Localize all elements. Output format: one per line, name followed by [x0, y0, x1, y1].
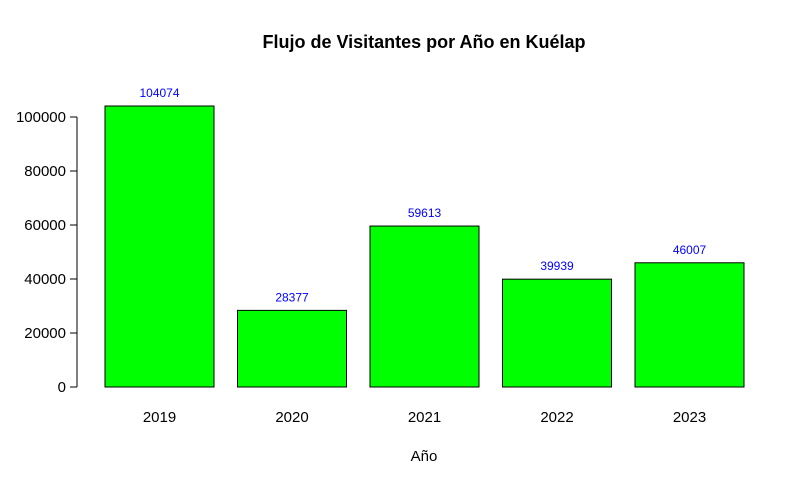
x-axis-label: Año — [411, 448, 438, 465]
bars-group — [104, 105, 745, 388]
bar-2022 — [502, 278, 612, 388]
y-tick-label-80000: 80000 — [24, 163, 66, 180]
data-labels-group: 104074 28377 59613 39939 46007 — [139, 86, 706, 304]
chart-title: Flujo de Visitantes por Año en Kuélap — [262, 32, 585, 52]
x-tick-label-2020: 2020 — [275, 409, 308, 426]
data-label-2021: 59613 — [408, 206, 442, 220]
x-tick-label-2022: 2022 — [540, 409, 573, 426]
data-label-2019: 104074 — [139, 86, 179, 100]
x-tick-label-2023: 2023 — [673, 409, 706, 426]
y-axis: 0 20000 40000 60000 80000 100000 — [16, 109, 78, 396]
bar-2019 — [104, 105, 215, 388]
bar-2021 — [369, 225, 480, 388]
y-tick-label-60000: 60000 — [24, 217, 66, 234]
data-label-2023: 46007 — [673, 243, 707, 257]
bar-2023 — [634, 262, 745, 388]
data-label-2022: 39939 — [540, 259, 574, 273]
data-label-2020: 28377 — [275, 290, 309, 304]
x-axis-tick-labels: 2019 2020 2021 2022 2023 — [143, 409, 706, 426]
y-tick-label-20000: 20000 — [24, 325, 66, 342]
y-tick-label-40000: 40000 — [24, 271, 66, 288]
bar-2020 — [237, 309, 347, 388]
y-tick-label-0: 0 — [58, 379, 66, 396]
x-tick-label-2021: 2021 — [408, 409, 441, 426]
x-tick-label-2019: 2019 — [143, 409, 176, 426]
y-tick-label-100000: 100000 — [16, 109, 66, 126]
